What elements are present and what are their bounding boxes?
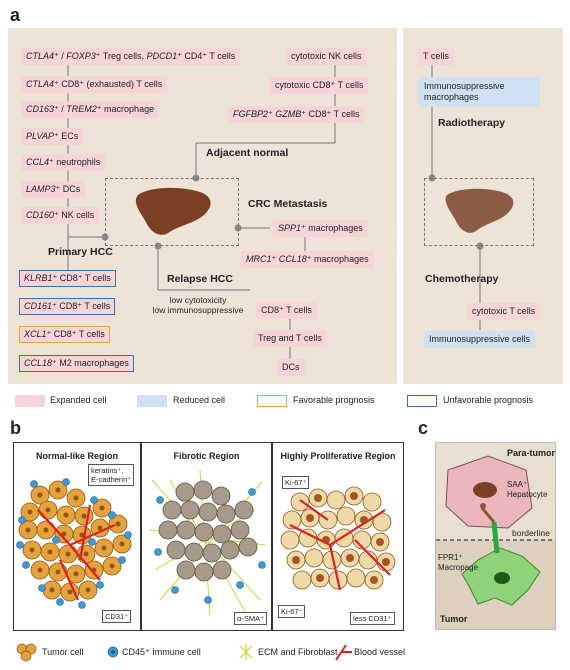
tumor-label: Tumor — [440, 614, 467, 624]
macrophage-label-line: FPR1⁺ — [438, 553, 478, 563]
hepatocyte-label-line: SAA⁺ — [507, 480, 547, 490]
macrophage-label: FPR1⁺ Macropage — [438, 553, 478, 573]
macrophage-label-line: Macropage — [438, 563, 478, 573]
hepatocyte-label: SAA⁺ Hepatocyte — [507, 480, 547, 500]
borderline-label: borderline — [512, 528, 550, 538]
para-tumor-label: Para-tumor — [507, 448, 555, 458]
hepatocyte-label-line: Hepatocyte — [507, 490, 547, 500]
